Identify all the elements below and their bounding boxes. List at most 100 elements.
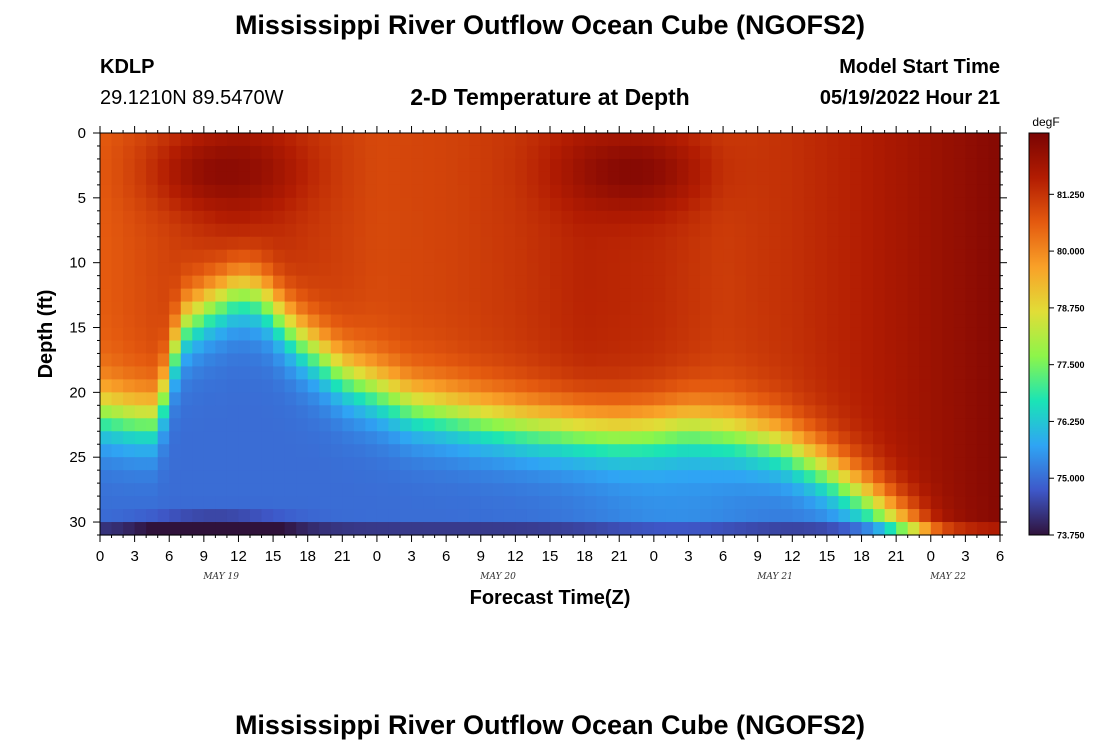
heatmap-cell xyxy=(550,340,563,355)
heatmap-cell xyxy=(884,431,897,445)
heatmap-cell xyxy=(100,184,113,199)
heatmap-cell xyxy=(711,418,724,432)
heatmap-cell xyxy=(226,496,240,510)
heatmap-cell xyxy=(284,314,297,329)
heatmap-cell xyxy=(676,145,690,160)
heatmap-cell xyxy=(365,418,378,432)
heatmap-cell xyxy=(803,496,816,510)
heatmap-cell xyxy=(192,288,205,303)
heatmap-cell xyxy=(480,340,493,355)
heatmap-cell xyxy=(942,457,955,471)
heatmap-cell xyxy=(526,470,540,484)
heatmap-cell xyxy=(907,133,920,147)
heatmap-cell xyxy=(469,353,482,368)
heatmap-cell xyxy=(850,184,863,199)
heatmap-cell xyxy=(907,171,920,186)
heatmap-cell xyxy=(907,496,920,510)
heatmap-cell xyxy=(319,509,332,523)
heatmap-cell xyxy=(296,275,309,290)
heatmap-cell xyxy=(861,379,874,393)
heatmap-cell xyxy=(226,158,240,173)
heatmap-cell xyxy=(515,133,528,147)
heatmap-cell xyxy=(607,483,620,497)
heatmap-cell xyxy=(630,145,643,160)
heatmap-cell xyxy=(861,353,874,368)
heatmap-cell xyxy=(861,483,874,497)
heatmap-cell xyxy=(469,340,482,355)
heatmap-cell xyxy=(734,262,747,277)
heatmap-cell xyxy=(873,457,886,471)
heatmap-cell xyxy=(180,366,193,380)
heatmap-cell xyxy=(734,145,747,160)
heatmap-cell xyxy=(873,509,886,523)
heatmap-cell xyxy=(319,171,332,186)
heatmap-cell xyxy=(526,444,540,458)
heatmap-cell xyxy=(111,223,124,238)
heatmap-cell xyxy=(146,483,159,497)
y-tick-label: 20 xyxy=(69,384,86,401)
heatmap-cell xyxy=(111,262,124,277)
heatmap-cell xyxy=(584,522,597,536)
heatmap-cell xyxy=(353,496,366,510)
heatmap-cell xyxy=(550,314,563,329)
heatmap-cell xyxy=(319,262,332,277)
heatmap-cell xyxy=(584,418,597,432)
heatmap-cell xyxy=(146,133,159,147)
colorbar-labels: 81.25080.00078.75077.50076.25075.00073.7… xyxy=(1049,190,1085,541)
heatmap-cell xyxy=(861,509,874,523)
heatmap-cell xyxy=(503,405,516,419)
heatmap-cell xyxy=(457,288,470,303)
x-tick-label: 9 xyxy=(477,548,485,565)
heatmap-cell xyxy=(826,366,840,380)
heatmap-cell xyxy=(238,457,251,471)
heatmap-cell xyxy=(780,457,793,471)
heatmap-cell xyxy=(965,197,978,212)
heatmap-cell xyxy=(561,133,574,147)
heatmap-cell xyxy=(134,171,147,186)
heatmap-cell xyxy=(826,223,840,238)
heatmap-cell xyxy=(942,249,955,264)
heatmap-cell xyxy=(469,262,482,277)
heatmap-cell xyxy=(861,184,874,199)
heatmap-cell xyxy=(226,444,240,458)
heatmap-cell xyxy=(584,392,597,406)
heatmap-cell xyxy=(423,444,436,458)
heatmap-cell xyxy=(388,288,401,303)
heatmap-cell xyxy=(676,171,690,186)
heatmap-cell xyxy=(942,145,955,160)
heatmap-cell xyxy=(896,366,909,380)
heatmap-cell xyxy=(203,483,216,497)
heatmap-cell xyxy=(180,509,193,523)
heatmap-cell xyxy=(896,418,909,432)
heatmap-cell xyxy=(492,249,505,264)
heatmap-cell xyxy=(573,379,586,393)
heatmap-cell xyxy=(642,457,655,471)
heatmap-cell xyxy=(146,262,159,277)
heatmap-cell xyxy=(100,457,113,471)
heatmap-cell xyxy=(319,210,332,225)
heatmap-cell xyxy=(769,353,782,368)
heatmap-cell xyxy=(307,353,320,368)
x-tick-label: 6 xyxy=(719,548,727,565)
colorbar-label: 81.250 xyxy=(1057,190,1085,200)
heatmap-cell xyxy=(919,522,932,536)
heatmap-cell xyxy=(480,275,493,290)
heatmap-cell xyxy=(942,522,955,536)
heatmap-cell xyxy=(319,223,332,238)
heatmap-cell xyxy=(550,210,563,225)
heatmap-cell xyxy=(619,327,632,342)
heatmap-cell xyxy=(411,275,424,290)
heatmap-cell xyxy=(838,275,851,290)
heatmap-cell xyxy=(665,366,678,380)
heatmap-cell xyxy=(861,249,874,264)
heatmap-cell xyxy=(111,314,124,329)
heatmap-cell xyxy=(146,301,159,316)
heatmap-cell xyxy=(411,418,424,432)
heatmap-cell xyxy=(238,405,251,419)
heatmap-cell xyxy=(100,171,113,186)
heatmap-cell xyxy=(561,353,574,368)
heatmap-cell xyxy=(457,470,470,484)
heatmap-cell xyxy=(826,340,840,355)
heatmap-cell xyxy=(607,470,620,484)
heatmap-cell xyxy=(861,418,874,432)
